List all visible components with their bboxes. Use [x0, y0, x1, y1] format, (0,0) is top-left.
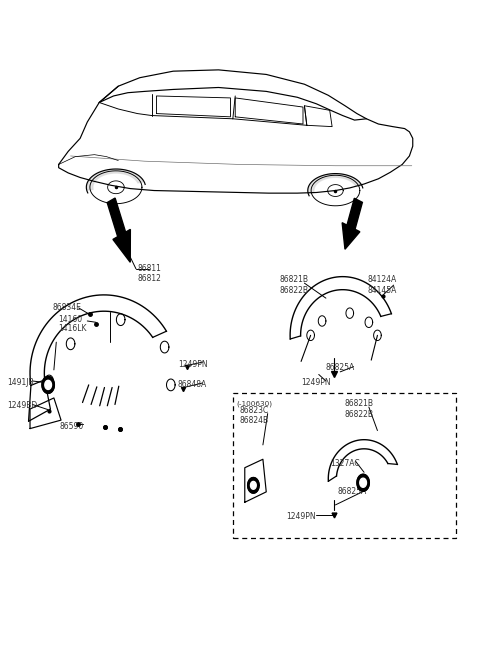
Polygon shape [45, 381, 51, 390]
Polygon shape [42, 377, 54, 394]
Text: 86821B
86822B: 86821B 86822B [279, 275, 308, 295]
Text: 86823C
86824B: 86823C 86824B [239, 406, 268, 425]
Text: 1327AC: 1327AC [330, 458, 360, 468]
Text: 86811
86812: 86811 86812 [137, 264, 161, 283]
Text: 86834E: 86834E [53, 303, 82, 312]
Text: 1491JB: 1491JB [7, 379, 34, 388]
Text: 1249PN: 1249PN [286, 512, 316, 521]
Text: 86825A: 86825A [338, 487, 367, 496]
Polygon shape [308, 174, 361, 193]
Text: 1249PN: 1249PN [301, 379, 331, 388]
Text: 86590: 86590 [60, 422, 84, 431]
Polygon shape [251, 481, 256, 489]
Text: 86821B
86822B: 86821B 86822B [344, 400, 373, 419]
Text: (-100630): (-100630) [237, 401, 273, 407]
Text: 14160: 14160 [59, 315, 83, 324]
Polygon shape [87, 170, 144, 190]
Polygon shape [248, 477, 259, 493]
Text: 84124A
84145A: 84124A 84145A [368, 275, 397, 295]
Polygon shape [342, 198, 362, 250]
Polygon shape [357, 474, 369, 491]
Text: 1249BD: 1249BD [7, 402, 37, 410]
Text: 86825A: 86825A [326, 364, 355, 373]
Text: 1416LK: 1416LK [59, 324, 87, 333]
Text: 86848A: 86848A [178, 381, 207, 389]
Polygon shape [360, 478, 366, 487]
Text: 1249PN: 1249PN [178, 360, 207, 369]
Polygon shape [107, 198, 131, 262]
